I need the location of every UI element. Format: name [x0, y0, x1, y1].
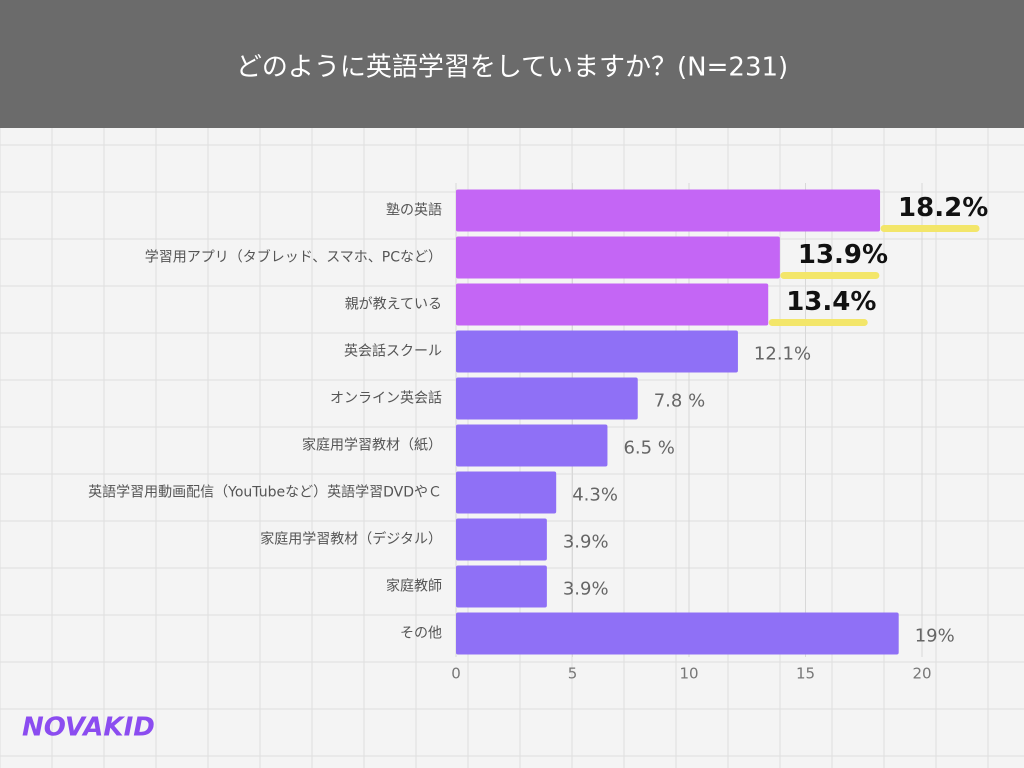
value-label: 12.1%	[754, 344, 811, 365]
x-tick-label: 0	[451, 665, 461, 683]
y-tick-label: その他	[400, 626, 442, 642]
y-tick-label: 親が教えている	[345, 297, 442, 313]
bar	[456, 283, 769, 326]
value-label: 18.2%	[898, 193, 988, 223]
value-label: 6.5 %	[623, 438, 674, 459]
bar	[456, 236, 780, 279]
bar	[456, 565, 547, 608]
bar	[456, 518, 547, 561]
header	[0, 0, 1024, 128]
value-label: 4.3%	[572, 485, 618, 506]
bar	[456, 424, 608, 467]
bar	[456, 377, 638, 420]
bar	[456, 612, 899, 655]
y-tick-label: オンライン英会話	[330, 390, 442, 407]
x-tick-label: 10	[679, 665, 698, 683]
value-label: 7.8 %	[654, 391, 705, 412]
x-tick-label: 15	[796, 665, 815, 683]
y-tick-label: 英語学習用動画配信（YouTubeなど）英語学習DVDやＣ	[88, 484, 442, 501]
value-label: 13.4%	[786, 287, 876, 317]
chart-title: どのように英語学習をしていますか？(N=231)	[236, 53, 788, 83]
logo: NOVAKID	[22, 713, 155, 743]
value-label: 19%	[915, 626, 955, 647]
x-tick-label: 5	[568, 665, 578, 683]
value-label: 13.9%	[798, 240, 888, 270]
y-tick-label: 家庭用学習教材（紙）	[302, 437, 442, 454]
bar	[456, 189, 881, 232]
y-tick-label: 英会話スクール	[344, 343, 442, 360]
y-tick-label: 家庭用学習教材（デジタル）	[260, 531, 442, 548]
value-label: 3.9%	[563, 579, 609, 600]
x-tick-label: 20	[912, 665, 931, 683]
bar	[456, 471, 557, 514]
y-tick-label: 家庭教師	[386, 578, 442, 595]
bar	[456, 330, 738, 373]
value-label: 3.9%	[563, 532, 609, 553]
y-tick-label: 塾の英語	[386, 202, 442, 219]
y-tick-label: 学習用アプリ（タブレッド、スマホ、PCなど）	[145, 249, 442, 266]
